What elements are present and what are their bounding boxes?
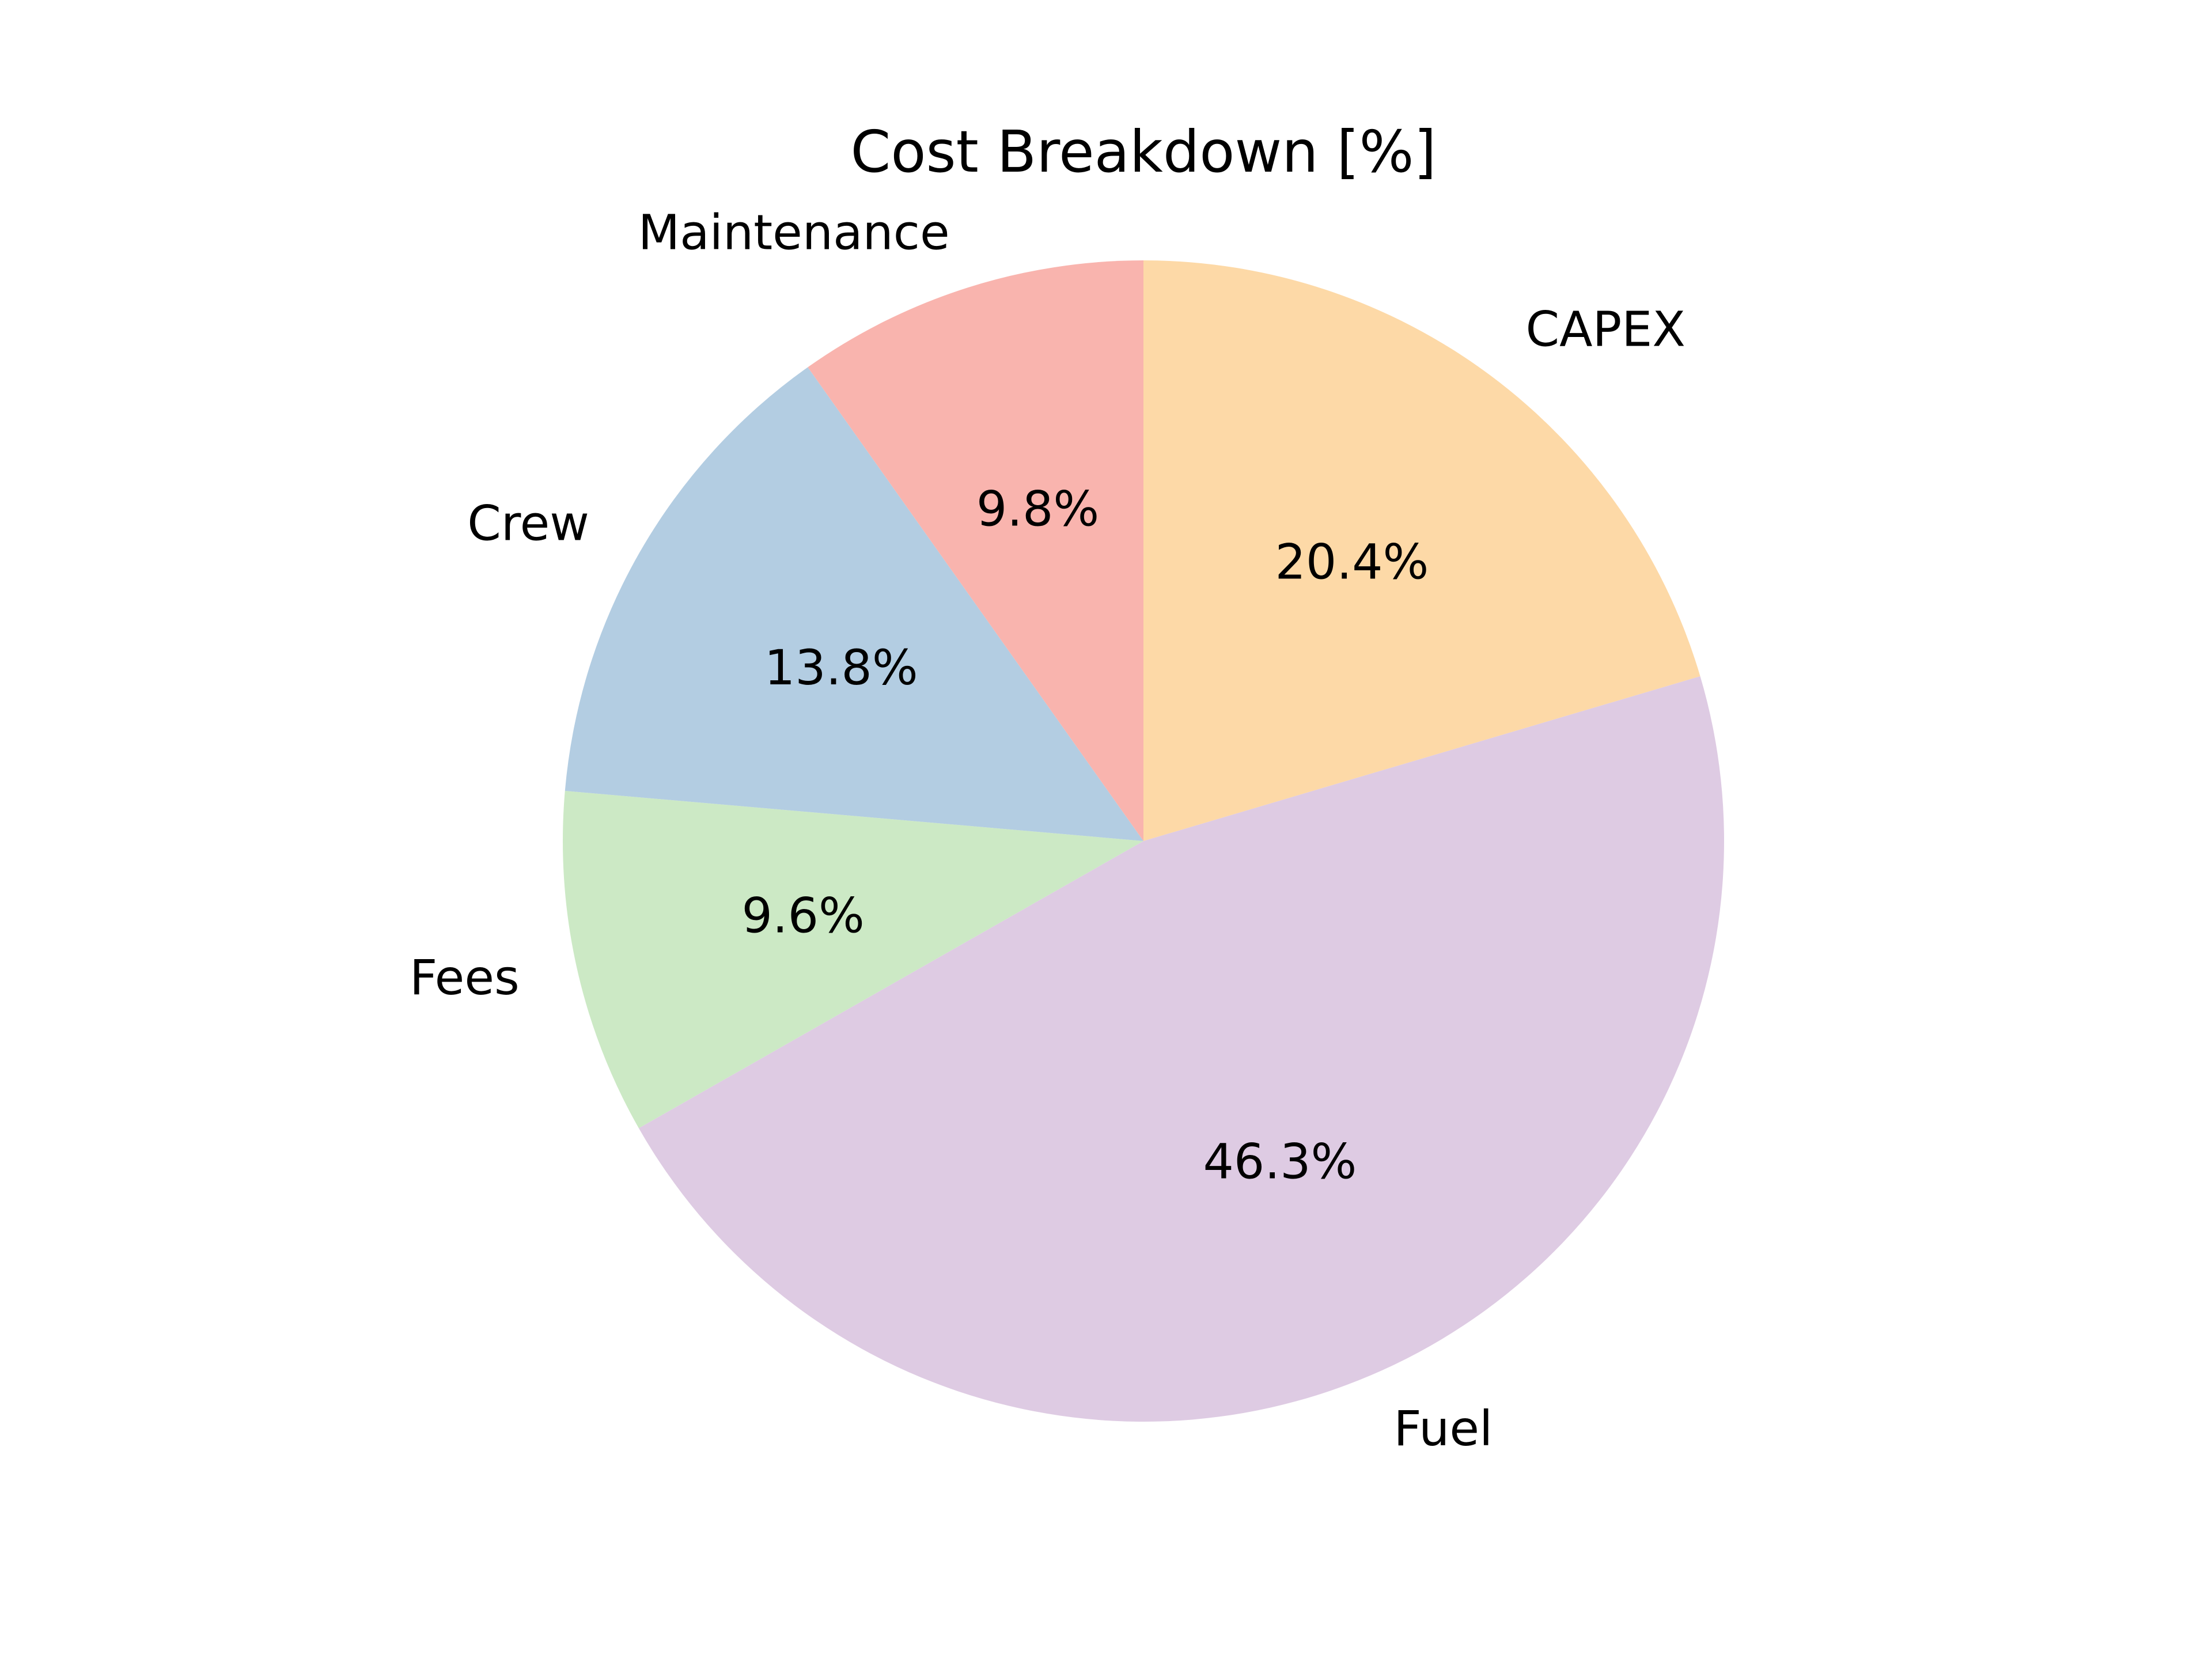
pie-slice-crew xyxy=(565,367,1143,841)
pie-slice-fuel xyxy=(638,676,1724,1422)
pct-label-fuel: 46.3% xyxy=(1203,1133,1357,1190)
slice-label-crew: Crew xyxy=(467,495,589,552)
pie-slice-fees xyxy=(562,790,1143,1128)
pie-slices xyxy=(562,260,1724,1422)
slice-label-fuel: Fuel xyxy=(1393,1400,1493,1457)
pct-label-fees: 9.6% xyxy=(741,887,864,944)
pct-label-maintenance: 9.8% xyxy=(976,481,1099,537)
pct-label-crew: 13.8% xyxy=(764,639,918,696)
slice-label-capex: CAPEX xyxy=(1526,301,1685,358)
pie-labels: CAPEX 20.4% Fuel 46.3% Fees 9.6% Crew 13.8% Main… xyxy=(410,204,1685,1457)
pct-label-capex: 20.4% xyxy=(1275,533,1429,590)
pie-slice-maintenance xyxy=(808,260,1143,841)
slice-label-fees: Fees xyxy=(410,949,520,1006)
pie-slice-capex xyxy=(1143,260,1700,841)
slice-label-maintenance: Maintenance xyxy=(638,204,950,260)
chart-title: Cost Breakdown [%] xyxy=(851,118,1437,185)
